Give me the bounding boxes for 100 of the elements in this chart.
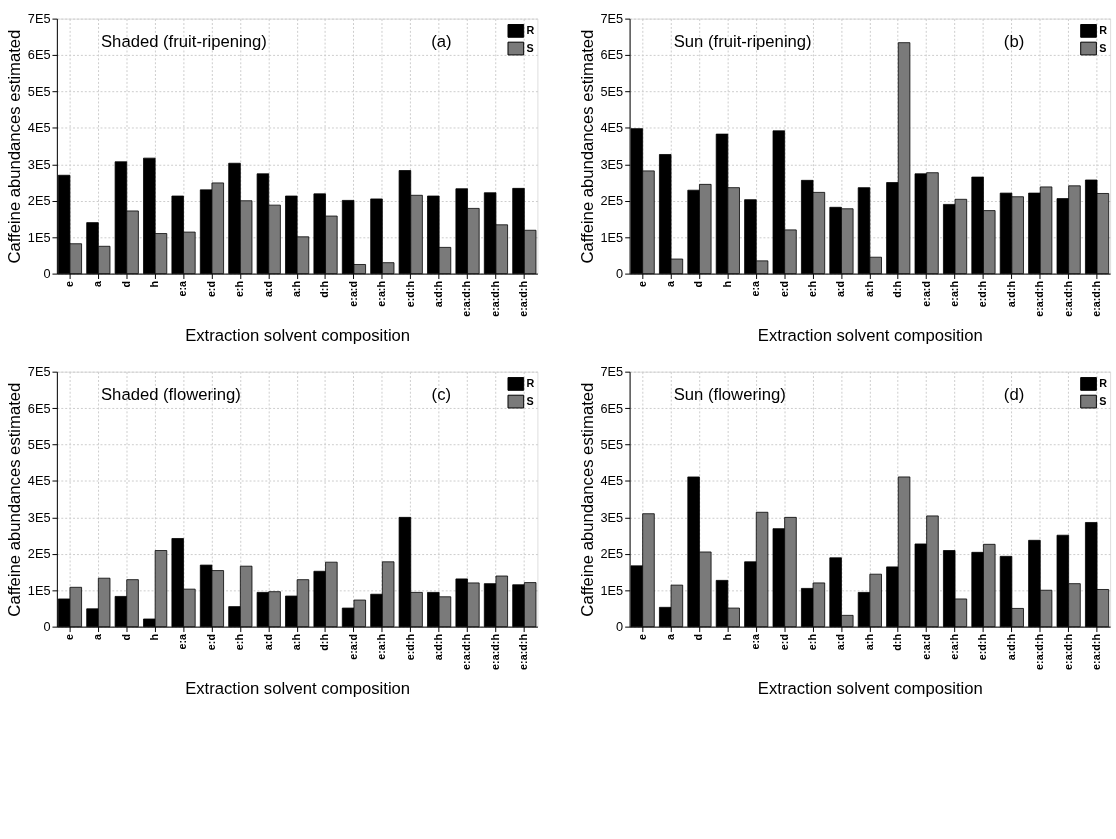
x-tick-label: e:d (204, 280, 217, 298)
y-tick-label: 7E5 (27, 364, 51, 380)
y-tick-label: 1E5 (27, 229, 51, 245)
x-tick-label: e:a:d (346, 634, 359, 660)
x-tick-label: a:h (862, 280, 875, 298)
x-tick-label: a (663, 279, 676, 287)
x-tick-label: e:a:d:h (517, 280, 530, 317)
x-tick-label: d:h (891, 634, 904, 651)
x-tick-label: h (148, 280, 161, 288)
y-tick-label: 5E5 (600, 436, 624, 452)
x-tick-label: h (720, 280, 733, 288)
x-tick-label: e:a:d:h (488, 634, 501, 670)
legend-label: R (526, 24, 535, 37)
text: Shaded (fruit-ripening) (101, 32, 267, 52)
x-tick-label: a (91, 279, 104, 287)
y-tick-label: 1E5 (27, 582, 51, 598)
x-tick-label: e:h (233, 634, 246, 651)
x-tick-label: a (663, 633, 676, 640)
y-tick-label: 2E5 (600, 193, 624, 209)
x-tick-label: e:a:h (947, 280, 960, 307)
y-tick-label: 4E5 (27, 473, 51, 489)
legend-label: R (526, 377, 535, 390)
x-tick-label: e:a:d:h (1033, 634, 1046, 670)
y-tick-label: 7E5 (600, 11, 624, 27)
x-tick-label: e:a:d (919, 634, 932, 660)
y-tick-label: 3E5 (27, 509, 51, 525)
y-tick-label: 7E5 (600, 364, 624, 380)
x-tick-label: e:a:h (375, 280, 388, 307)
y-tick-label: 0 (43, 266, 51, 282)
x-tick-label: e:a:d:h (1089, 280, 1102, 317)
annotation: (d) (1003, 385, 1025, 405)
legend-label: R (1099, 377, 1108, 390)
x-tick-label: e:a:d (346, 280, 359, 307)
x-tick-label: a:h (290, 280, 303, 298)
legend-label: R (1099, 24, 1108, 37)
x-tick-label: e:h (805, 634, 818, 651)
y-tick-label: 6E5 (600, 47, 624, 63)
x-tick-label: e:h (233, 280, 246, 298)
x-tick-label: e:a (749, 632, 762, 650)
y-axis-title: Caffeine abundances estimated (577, 382, 597, 617)
x-tick-label: e:a:d:h (1089, 634, 1102, 670)
x-tick-label: e:a (749, 279, 762, 297)
y-tick-label: 6E5 (27, 400, 51, 416)
y-axis-title: Caffeine abundances estimated (4, 29, 24, 264)
annotation: (b) (1003, 32, 1025, 52)
x-tick-label: h (720, 634, 733, 641)
y-axis-title: Caffeine abundances estimated (577, 29, 597, 264)
x-tick-label: e:a:d:h (460, 634, 473, 670)
x-tick-label: a:d:h (432, 634, 445, 661)
x-tick-label: d:h (891, 280, 904, 298)
annotation: (a) (431, 32, 452, 52)
x-tick-label: e (635, 634, 648, 640)
x-tick-label: a:d:h (1004, 634, 1017, 661)
x-tick-label: e:a:d (919, 280, 932, 307)
x-tick-label: h (148, 634, 161, 641)
x-tick-label: e:d (204, 634, 217, 651)
x-tick-label: e:d:h (403, 634, 416, 661)
y-tick-label: 2E5 (600, 546, 624, 562)
x-axis-title: Extraction solvent composition (185, 679, 411, 699)
x-tick-label: e:d:h (403, 280, 416, 308)
x-tick-label: e:a:h (947, 634, 960, 660)
legend-label: S (526, 41, 534, 54)
text: Sun (fruit-ripening) (673, 32, 812, 52)
x-tick-label: e:h (805, 280, 818, 298)
x-tick-label: e (62, 634, 75, 640)
y-tick-label: 7E5 (27, 11, 51, 27)
x-tick-label: e:a:d:h (1033, 280, 1046, 317)
x-tick-label: a:d (261, 280, 274, 298)
text: Shaded (flowering) (101, 385, 241, 405)
x-tick-label: e:a (176, 632, 189, 650)
x-tick-label: e:d (777, 280, 790, 298)
x-tick-label: a:d (261, 634, 274, 651)
y-tick-label: 2E5 (27, 546, 51, 562)
y-tick-label: 0 (616, 266, 624, 282)
x-axis-title: Extraction solvent composition (757, 679, 983, 699)
y-tick-label: 6E5 (600, 400, 624, 416)
x-tick-label: a:d:h (1004, 280, 1017, 308)
x-tick-label: e (62, 280, 75, 287)
legend-label: S (1099, 41, 1107, 54)
x-tick-label: a:d:h (432, 280, 445, 308)
x-tick-label: d (119, 280, 132, 288)
x-tick-label: e:a:d:h (517, 634, 530, 670)
text: Sun (flowering) (673, 385, 786, 405)
x-tick-label: e:a:d:h (460, 280, 473, 317)
y-tick-label: 4E5 (600, 120, 624, 136)
x-tick-label: e:a (176, 279, 189, 297)
x-tick-label: e:a:d:h (1061, 634, 1074, 670)
y-tick-label: 3E5 (27, 156, 51, 172)
y-axis-title: Caffeine abundances estimated (4, 382, 24, 617)
x-tick-label: a:d (834, 634, 847, 651)
x-tick-label: a:h (290, 634, 303, 651)
x-axis-title: Extraction solvent composition (185, 326, 411, 346)
x-tick-label: e:a:d:h (1061, 280, 1074, 317)
x-tick-label: a:d (834, 280, 847, 298)
x-tick-label: e:a:h (375, 634, 388, 660)
annotation: (c) (431, 385, 452, 405)
x-tick-label: e:d:h (976, 280, 989, 308)
y-tick-label: 0 (43, 619, 51, 635)
y-tick-label: 3E5 (600, 156, 624, 172)
y-tick-label: 5E5 (600, 83, 624, 99)
